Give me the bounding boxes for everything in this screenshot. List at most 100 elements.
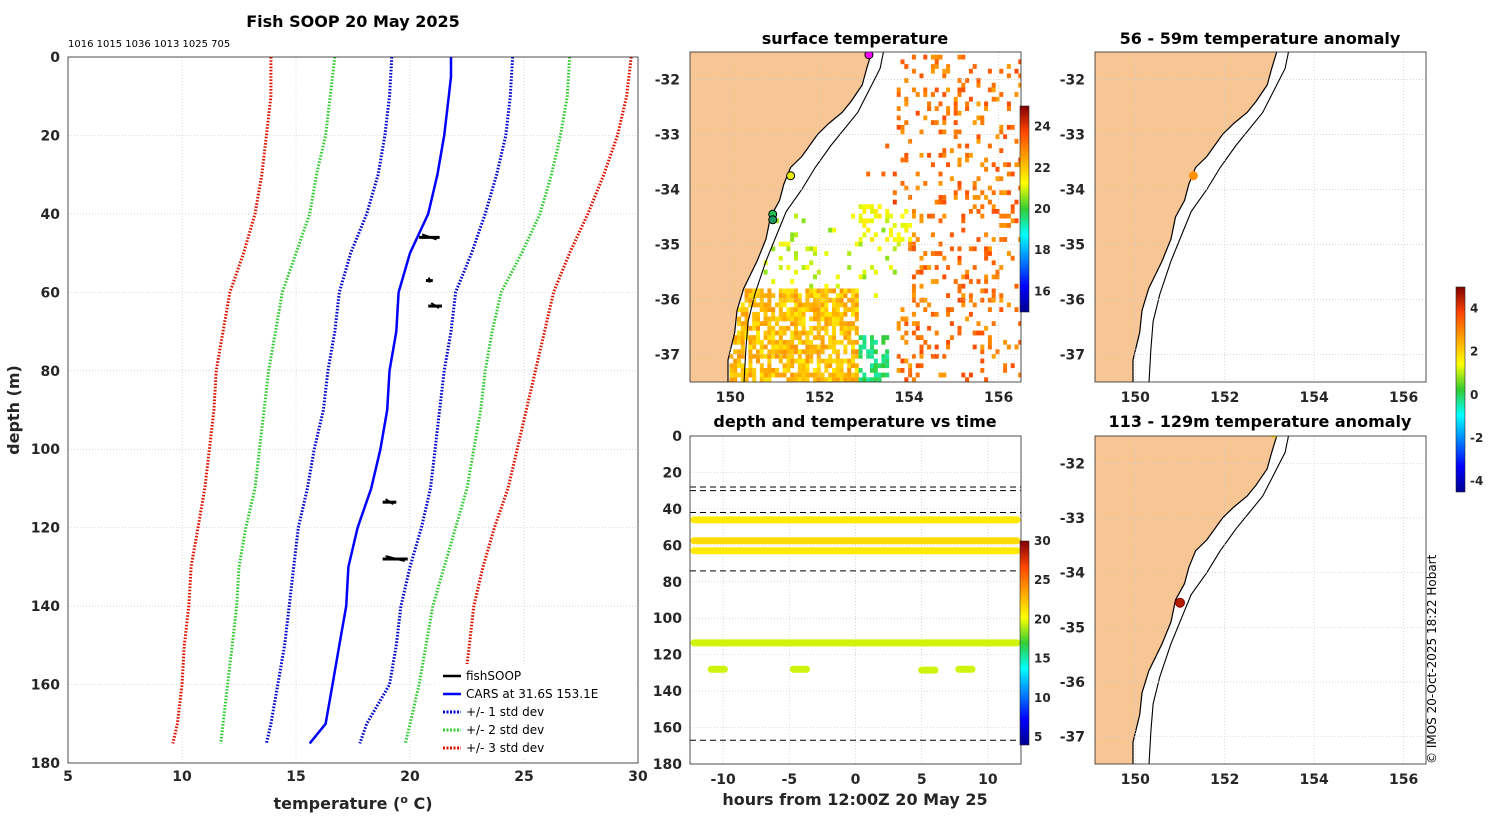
sst-pixel xyxy=(824,283,829,289)
sst-pixel xyxy=(862,335,867,340)
dvt-xtick: 5 xyxy=(917,772,927,788)
sst-pixel xyxy=(873,368,878,373)
sst-pixel xyxy=(740,321,745,326)
sst-pixel xyxy=(839,311,844,317)
sst-pixel xyxy=(809,349,814,355)
profile-xtick: 30 xyxy=(628,769,648,785)
sst-pixel xyxy=(934,279,939,284)
sst-pixel xyxy=(961,87,966,93)
sst-pixel xyxy=(843,335,848,340)
sst-pixel xyxy=(771,246,776,252)
sst-pixel xyxy=(740,344,745,350)
sst-pixel xyxy=(778,349,783,355)
sst-pixel xyxy=(919,344,924,350)
sst-pixel xyxy=(752,311,757,317)
sst-pixel xyxy=(866,171,871,177)
sst-pixel xyxy=(775,302,779,308)
sst-pixel xyxy=(1010,171,1015,177)
sst-pixel xyxy=(976,82,981,88)
sst-pixel xyxy=(816,349,821,355)
sst-pixel xyxy=(801,377,806,382)
sst-pixel xyxy=(790,363,795,369)
sst-pixel xyxy=(782,368,787,373)
sst-pixel xyxy=(813,274,817,280)
sst-pixel xyxy=(786,316,791,322)
sst-pixel xyxy=(892,199,897,205)
sst-pixel xyxy=(790,237,795,242)
sst-pixel xyxy=(1006,302,1011,308)
sst-pixel xyxy=(801,307,806,312)
sst-pixel xyxy=(744,330,749,336)
sst-pixel xyxy=(889,213,893,219)
sst-pixel xyxy=(957,255,962,261)
sst-pixel xyxy=(782,297,787,303)
sst-pixel xyxy=(1014,199,1019,205)
dvt-ytick: 180 xyxy=(653,757,682,773)
sst-pixel xyxy=(957,330,962,336)
sst-pixel xyxy=(965,316,970,322)
sst-pixel xyxy=(847,335,852,340)
sst-pixel xyxy=(991,353,996,359)
sst-pixel xyxy=(767,368,772,373)
sst-pixel xyxy=(980,349,985,355)
dvt-cb-tick: 15 xyxy=(1034,652,1051,666)
profile-line-carsminus2sd xyxy=(219,56,337,744)
sst-pixel xyxy=(980,162,985,168)
sst-pixel xyxy=(775,330,779,336)
sst-pixel xyxy=(991,82,996,88)
sst-pixel xyxy=(809,344,814,350)
sst-pixel xyxy=(759,368,764,373)
sst-pixel xyxy=(968,68,973,74)
sst-pixel xyxy=(843,344,848,350)
sst-pixel xyxy=(820,349,825,355)
sst-pixel xyxy=(957,246,962,252)
sst-pixel xyxy=(999,92,1004,97)
fishsoop-cluster-jitter xyxy=(427,277,431,283)
sst-pixel xyxy=(756,302,760,308)
sst-pixel xyxy=(828,297,833,303)
sst-pixel xyxy=(858,218,863,224)
anom113-point xyxy=(1270,436,1278,438)
sst-pixel xyxy=(824,368,829,373)
sst-pixel xyxy=(824,344,829,350)
sst-pixel xyxy=(946,293,951,298)
sst-pixel xyxy=(995,166,1000,172)
dvt-xlabel: hours from 12:00Z 20 May 25 xyxy=(722,790,987,809)
sst-pixel xyxy=(820,297,825,303)
sst-pixel xyxy=(999,124,1004,130)
sst-pixel xyxy=(972,330,977,336)
sst-pixel xyxy=(847,288,852,294)
sst-pixel xyxy=(915,302,920,308)
sst-pixel xyxy=(828,363,833,369)
sst-pixel xyxy=(896,325,901,331)
sst-pixel xyxy=(794,349,798,355)
sst-pixel xyxy=(832,344,836,350)
dvt-xtick: -10 xyxy=(710,772,736,788)
anom113-title: 113 - 129m temperature anomaly xyxy=(1109,412,1412,431)
sst-pixel xyxy=(782,293,787,298)
dvt-ytick: 100 xyxy=(653,611,682,627)
sst-pixel xyxy=(984,325,989,331)
sst-pixel xyxy=(740,307,745,312)
sst-pixel xyxy=(805,353,810,359)
sst-pixel xyxy=(832,339,836,345)
sst-pixel xyxy=(763,330,768,336)
sst-pixel xyxy=(794,325,798,331)
sst-pixel xyxy=(873,293,878,298)
legend-std1: +/- 1 std dev xyxy=(466,705,544,719)
sst-pixel xyxy=(984,232,989,238)
sst-pixel xyxy=(1014,162,1019,168)
sst-pixel xyxy=(824,307,829,312)
sst-pixel xyxy=(775,339,779,345)
sst-pixel xyxy=(775,368,779,373)
sst-pixel xyxy=(794,321,798,326)
sst-pixel xyxy=(904,358,909,364)
sst-pixel xyxy=(813,316,817,322)
sst-pixel xyxy=(786,307,791,312)
sst-pixel xyxy=(999,237,1004,242)
sst-pixel xyxy=(949,176,954,182)
sst-pixel xyxy=(782,349,787,355)
anom56-ytick: -37 xyxy=(1060,348,1085,364)
sst-pixel xyxy=(835,368,840,373)
sst-pixel xyxy=(854,363,859,369)
